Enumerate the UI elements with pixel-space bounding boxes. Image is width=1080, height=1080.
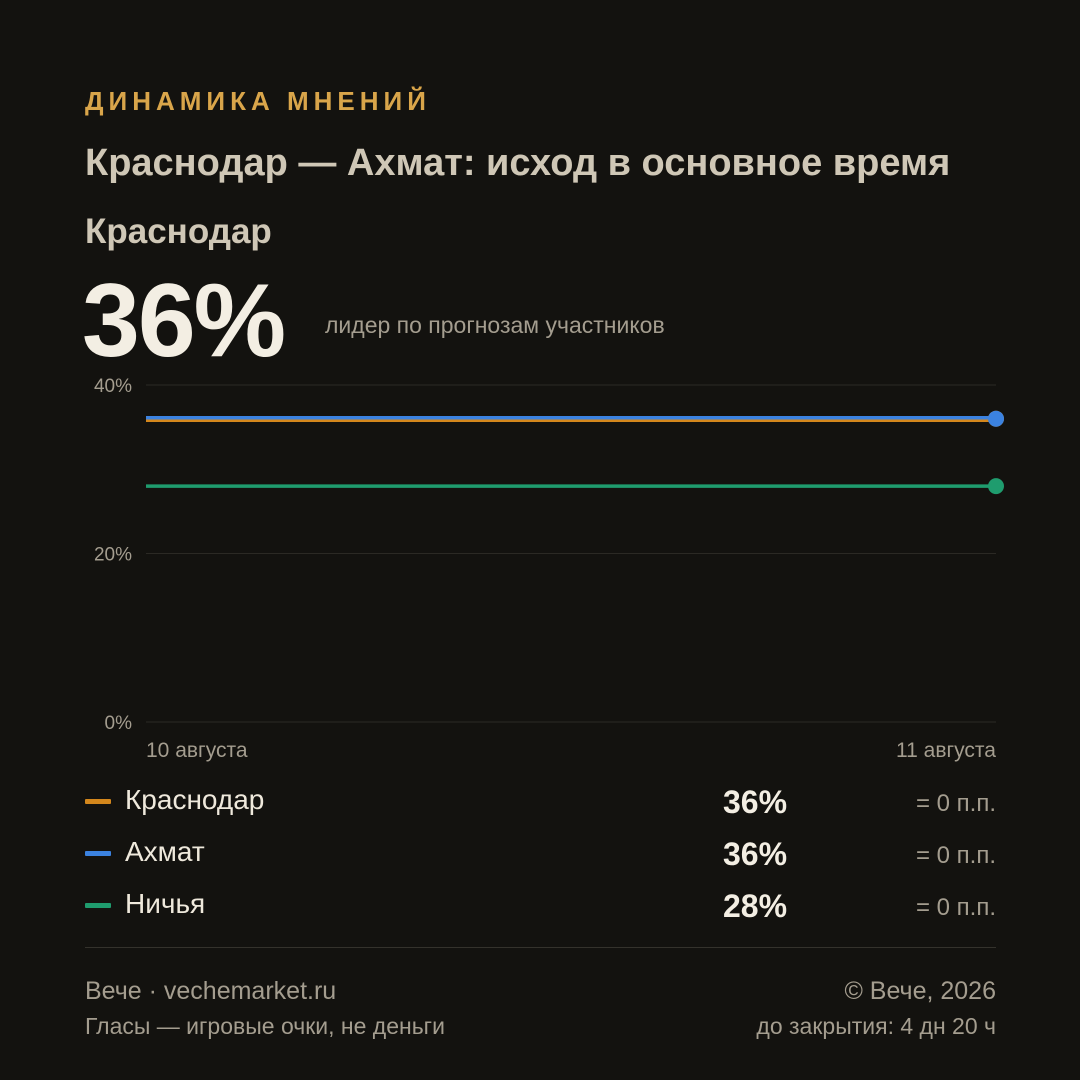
legend-name: Ничья bbox=[125, 888, 206, 919]
legend-value: 36% bbox=[723, 784, 788, 820]
footer-closing-time: до закрытия: 4 дн 20 ч bbox=[756, 1013, 996, 1039]
legend-swatch bbox=[85, 799, 111, 804]
footer-copyright: © Вече, 2026 bbox=[844, 977, 996, 1005]
footer-disclaimer: Гласы — игровые очки, не деньги bbox=[85, 1013, 445, 1039]
legend: Краснодар 36% = 0 п.п. Ахмат 36% = 0 п.п… bbox=[85, 780, 996, 936]
page-title: Краснодар — Ахмат: исход в основное врем… bbox=[85, 142, 951, 184]
legend-name: Ахмат bbox=[125, 836, 205, 867]
series-point-3 bbox=[988, 478, 1004, 495]
legend-swatch bbox=[85, 851, 111, 856]
leader-name: Краснодар bbox=[85, 212, 272, 251]
leader-value: 36% bbox=[82, 263, 286, 379]
x-tick-label: 11 августа bbox=[896, 739, 996, 762]
y-tick-label: 20% bbox=[94, 545, 132, 566]
legend-row-akhmat: Ахмат 36% = 0 п.п. bbox=[85, 832, 996, 884]
legend-value: 36% bbox=[723, 836, 788, 872]
legend-name: Краснодар bbox=[125, 784, 265, 815]
y-tick-label: 40% bbox=[94, 376, 132, 397]
footer-brand: Вече · vechemarket.ru bbox=[85, 977, 337, 1005]
x-tick-label: 10 августа bbox=[146, 739, 248, 762]
legend-change: = 0 п.п. bbox=[915, 842, 996, 869]
legend-change: = 0 п.п. bbox=[915, 790, 996, 817]
divider bbox=[85, 947, 996, 948]
series-point-2 bbox=[988, 410, 1004, 427]
legend-change: = 0 п.п. bbox=[915, 894, 996, 921]
legend-row-krasnodar: Краснодар 36% = 0 п.п. bbox=[85, 780, 996, 832]
y-tick-label: 0% bbox=[105, 713, 133, 734]
kicker: ДИНАМИКА МНЕНИЙ bbox=[85, 86, 431, 116]
legend-value: 28% bbox=[723, 888, 788, 924]
line-chart: 0% 20% 40% 10 августа 11 августа bbox=[94, 376, 1004, 762]
legend-row-draw: Ничья 28% = 0 п.п. bbox=[85, 884, 996, 936]
leader-caption: лидер по прогнозам участников bbox=[325, 312, 665, 338]
legend-swatch bbox=[85, 903, 111, 908]
